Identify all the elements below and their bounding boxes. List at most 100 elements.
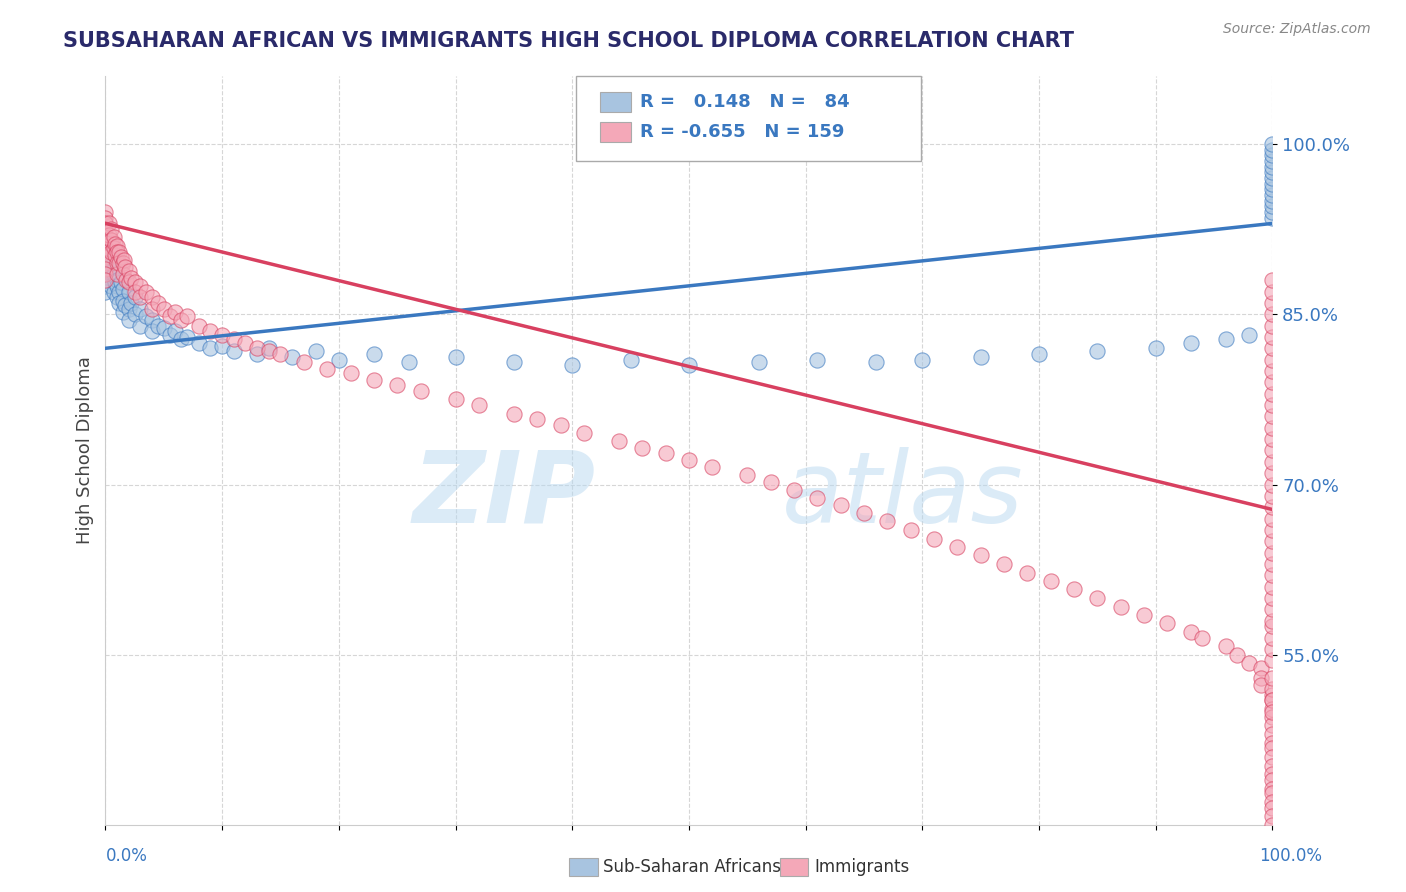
Point: [94, 273, 117, 287]
Point: [1261, 693, 1284, 707]
Point: [1250, 671, 1272, 685]
Point: [1087, 591, 1109, 605]
Point: [1215, 639, 1237, 653]
Point: [141, 313, 163, 327]
Point: [468, 398, 491, 412]
Point: [748, 355, 770, 369]
Point: [114, 298, 136, 312]
Point: [1261, 727, 1284, 741]
Point: [222, 332, 245, 346]
Point: [1261, 307, 1284, 321]
Point: [270, 347, 292, 361]
Point: [1261, 443, 1284, 458]
Point: [129, 290, 152, 304]
Point: [94, 234, 117, 248]
Point: [1261, 809, 1284, 823]
Point: [1261, 681, 1284, 696]
Point: [702, 460, 724, 475]
Point: [187, 318, 209, 333]
Point: [1261, 740, 1284, 755]
Point: [105, 256, 128, 270]
Point: [1261, 705, 1284, 719]
Point: [135, 310, 157, 324]
Point: [165, 305, 187, 319]
Point: [503, 355, 526, 369]
Point: [118, 313, 141, 327]
Point: [1261, 330, 1284, 344]
Point: [1087, 343, 1109, 358]
Point: [876, 514, 898, 528]
Point: [1261, 750, 1284, 764]
Point: [1261, 177, 1284, 191]
Point: [1261, 477, 1284, 491]
Point: [1261, 523, 1284, 537]
Point: [900, 523, 922, 537]
Point: [110, 276, 132, 290]
Point: [114, 260, 136, 274]
Point: [970, 351, 993, 365]
Point: [1250, 678, 1272, 692]
Point: [806, 352, 828, 367]
Point: [108, 256, 131, 270]
Point: [1261, 409, 1284, 424]
Point: [1237, 327, 1260, 342]
Point: [104, 260, 127, 274]
Point: [100, 234, 122, 248]
Point: [1261, 171, 1284, 186]
Point: [135, 285, 157, 299]
Point: [1261, 188, 1284, 202]
Point: [993, 557, 1015, 571]
Point: [100, 278, 122, 293]
Point: [124, 290, 146, 304]
Point: [1261, 352, 1284, 367]
Point: [97, 261, 120, 276]
Point: [94, 268, 117, 282]
Point: [398, 355, 420, 369]
Point: [865, 355, 887, 369]
Point: [1261, 386, 1284, 401]
Point: [1261, 614, 1284, 628]
Point: [1261, 205, 1284, 219]
Point: [1237, 656, 1260, 670]
Point: [1144, 341, 1167, 355]
Point: [1133, 608, 1156, 623]
Point: [1261, 796, 1284, 810]
Point: [1261, 466, 1284, 480]
Point: [1261, 688, 1284, 702]
Point: [97, 216, 120, 230]
Point: [105, 239, 128, 253]
Point: [1191, 631, 1213, 645]
Text: SUBSAHARAN AFRICAN VS IMMIGRANTS HIGH SCHOOL DIPLOMA CORRELATION CHART: SUBSAHARAN AFRICAN VS IMMIGRANTS HIGH SC…: [63, 31, 1074, 51]
Point: [526, 411, 548, 425]
Point: [292, 355, 315, 369]
Point: [94, 205, 117, 219]
Point: [1215, 332, 1237, 346]
Point: [1261, 534, 1284, 549]
Point: [1261, 511, 1284, 525]
Point: [1261, 736, 1284, 750]
Point: [1261, 781, 1284, 796]
Point: [1261, 136, 1284, 151]
Point: [129, 278, 152, 293]
Point: [211, 339, 233, 353]
Point: [100, 222, 122, 236]
Point: [678, 452, 700, 467]
Point: [159, 327, 181, 342]
Point: [153, 301, 174, 316]
Point: [1156, 615, 1178, 630]
Point: [124, 285, 146, 299]
Point: [1261, 148, 1284, 162]
Point: [120, 296, 142, 310]
Point: [1261, 631, 1284, 645]
Point: [1261, 341, 1284, 355]
Point: [170, 332, 193, 346]
Point: [124, 307, 146, 321]
Point: [1261, 364, 1284, 378]
Point: [1261, 619, 1284, 633]
Point: [1261, 801, 1284, 815]
Point: [970, 548, 993, 562]
Y-axis label: High School Diploma: High School Diploma: [76, 357, 94, 544]
Point: [1261, 693, 1284, 707]
Point: [129, 301, 152, 316]
Point: [946, 540, 969, 554]
